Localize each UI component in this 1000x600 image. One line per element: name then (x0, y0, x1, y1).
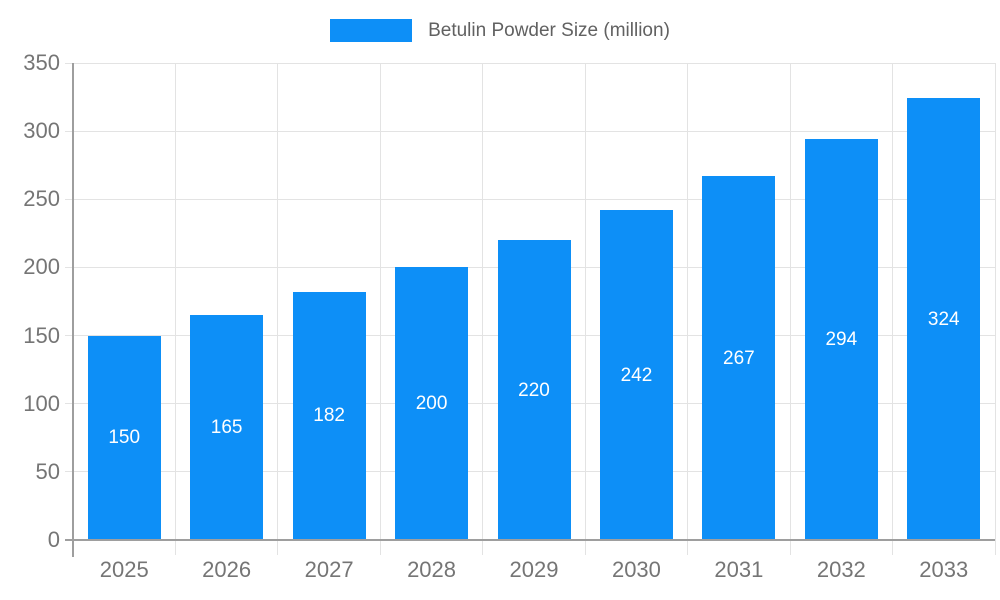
plot-area: 150 165 182 200 220 242 267 294 324 (65, 62, 996, 555)
gridline-v-8 (892, 63, 894, 555)
bar-value-label: 220 (518, 379, 550, 401)
bar-2025[interactable]: 150 (87, 335, 161, 540)
gridline-h-350 (65, 62, 995, 64)
y-axis-tick-label-150: 150 (23, 322, 60, 348)
legend-item-betulin-powder-size[interactable]: Betulin Powder Size (million) (330, 19, 670, 42)
x-axis-tick-label-2029: 2029 (509, 557, 559, 582)
y-axis-tick-label-350: 350 (23, 50, 60, 75)
bar-2029[interactable]: 220 (497, 240, 571, 540)
x-axis-line (65, 539, 995, 541)
x-axis-tick-label-2026: 2026 (202, 557, 252, 582)
gridline-v-1 (174, 63, 176, 555)
bar-value-label: 242 (620, 364, 653, 386)
x-axis-tick-label-2031: 2031 (714, 557, 764, 582)
gridline-v-7 (789, 63, 791, 555)
bar-2027[interactable]: 182 (292, 291, 366, 540)
x-axis-tick-label-2025: 2025 (99, 557, 149, 582)
y-axis-tick-label-300: 300 (23, 118, 60, 144)
bar-value-label: 267 (723, 347, 755, 369)
gridline-v-3 (379, 63, 381, 555)
bar-value-label: 200 (415, 393, 448, 415)
x-axis-tick-label-2027: 2027 (304, 557, 354, 582)
bar-value-label: 294 (825, 329, 858, 351)
gridline-v-9 (994, 63, 996, 555)
legend-swatch-icon (330, 19, 413, 42)
bar-2028[interactable]: 200 (395, 267, 469, 540)
y-axis-line (72, 63, 74, 557)
bar-2030[interactable]: 242 (599, 210, 673, 540)
gridline-v-6 (687, 63, 689, 555)
bar-value-label: 324 (927, 308, 960, 330)
gridline-v-2 (277, 63, 279, 555)
bar-2032[interactable]: 294 (804, 139, 878, 540)
gridline-v-4 (482, 63, 484, 555)
bar-value-label: 182 (313, 405, 345, 427)
gridline-h-300 (65, 130, 995, 132)
x-axis-tick-label-2033: 2033 (919, 557, 969, 582)
x-axis-tick-label-2030: 2030 (611, 557, 661, 582)
gridline-h-250 (65, 198, 995, 200)
legend-label: Betulin Powder Size (million) (428, 19, 670, 41)
y-axis-tick-label-200: 200 (23, 254, 60, 280)
bar-2031[interactable]: 267 (702, 176, 776, 540)
x-axis-tick-label-2032: 2032 (816, 557, 866, 582)
y-axis-tick-label-50: 50 (35, 458, 60, 484)
y-axis-tick-label-250: 250 (23, 186, 60, 212)
gridline-v-5 (584, 63, 586, 555)
bar-value-label: 150 (108, 427, 141, 449)
y-axis-labels: 0 50 100 150 200 250 300 350 (0, 0, 60, 600)
x-axis-labels: 2025 2026 2027 2028 2029 2030 2031 2032 2033 (73, 559, 995, 589)
y-axis-tick-label-100: 100 (23, 390, 60, 416)
bar-value-label: 165 (210, 417, 243, 439)
bar-2033[interactable]: 324 (907, 98, 981, 540)
chart-legend: Betulin Powder Size (million) (0, 19, 1000, 42)
bar-2026[interactable]: 165 (190, 315, 264, 540)
x-axis-tick-label-2028: 2028 (407, 557, 457, 582)
y-axis-tick-label-0: 0 (47, 527, 60, 552)
